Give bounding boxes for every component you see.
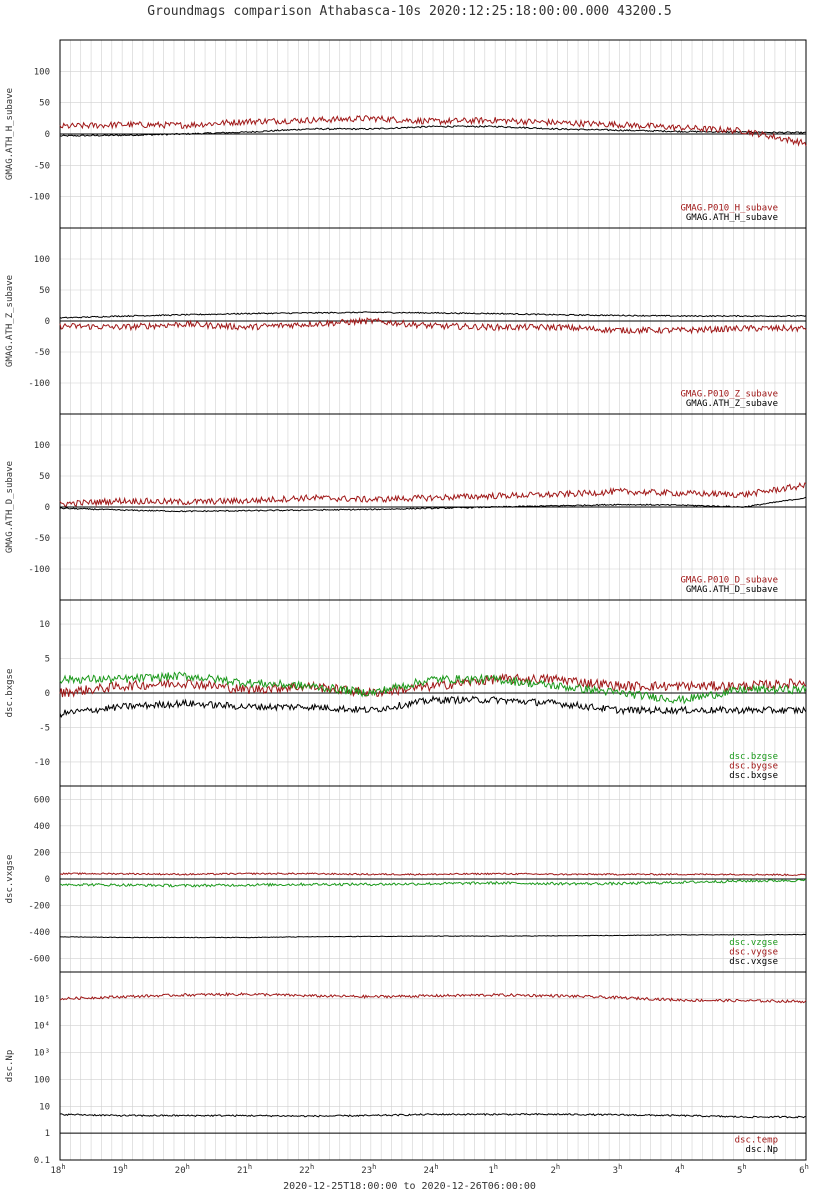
- y-tick-label: -50: [34, 348, 50, 358]
- y-tick-label: 200: [34, 848, 50, 858]
- x-range-label: 2020-12-25T18:00:00 to 2020-12-26T06:00:…: [283, 1181, 536, 1192]
- y-tick-label: 1: [45, 1129, 50, 1139]
- y-tick-label: -400: [28, 928, 50, 938]
- series-line-gmag-ath-z-subave: [59, 311, 807, 319]
- x-tick-label: 23h: [361, 1163, 376, 1176]
- y-tick-label: 400: [34, 822, 50, 832]
- legend-entry: GMAG.ATH_H_subave: [686, 213, 778, 223]
- series-line-dsc-bzgse: [59, 671, 807, 705]
- y-tick-label: -100: [28, 379, 50, 389]
- legend-entry: dsc.bxgse: [729, 771, 778, 781]
- x-tick-label: 5h: [737, 1163, 747, 1176]
- y-tick-label: 10⁵: [34, 995, 50, 1005]
- series-line-gmag-ath-d-subave: [59, 496, 807, 513]
- y-tick-label: -50: [34, 534, 50, 544]
- x-tick-label: 22h: [299, 1163, 314, 1176]
- y-axis-label: dsc.bxgse: [5, 669, 15, 718]
- y-tick-label: 0: [45, 503, 50, 513]
- y-axis-label: GMAG.ATH_H_subave: [5, 88, 15, 180]
- legend-entry: GMAG.ATH_Z_subave: [686, 399, 778, 409]
- legend-entry: dsc.bygse: [729, 762, 778, 772]
- y-tick-label: 10⁴: [34, 1022, 50, 1032]
- x-tick-label: 6h: [799, 1163, 809, 1176]
- series-line-dsc-np: [59, 1112, 806, 1119]
- series-line-dsc-vzgse: [59, 878, 807, 888]
- y-tick-label: 50: [39, 286, 50, 296]
- series-line-dsc-bygse: [59, 672, 807, 698]
- y-tick-label: 100: [34, 441, 50, 451]
- y-tick-label: -200: [28, 902, 50, 912]
- legend-entry: dsc.vzgse: [729, 938, 778, 948]
- x-tick-label: 4h: [675, 1163, 685, 1176]
- series-line-dsc-temp: [59, 991, 807, 1004]
- y-tick-label: 0.1: [34, 1156, 50, 1166]
- legend-entry: dsc.Np: [745, 1145, 778, 1155]
- series-line-gmag-p010-z-subave: [59, 316, 807, 335]
- y-tick-label: 0: [45, 130, 50, 140]
- series-line-gmag-ath-h-subave: [59, 125, 807, 137]
- series-line-gmag-p010-h-subave: [59, 114, 807, 147]
- y-axis-label: GMAG.ATH_Z_subave: [5, 275, 15, 367]
- panel-frame: [59, 971, 807, 1161]
- x-tick-label: 2h: [551, 1163, 561, 1176]
- legend-entry: GMAG.P010_H_subave: [680, 204, 778, 214]
- legend-entry: GMAG.ATH_D_subave: [686, 585, 778, 595]
- y-tick-label: -600: [28, 955, 50, 965]
- x-tick-label: 19h: [113, 1163, 128, 1176]
- y-tick-label: 10: [39, 620, 50, 630]
- y-tick-label: 100: [34, 255, 50, 265]
- y-tick-label: 100: [34, 1075, 50, 1085]
- y-tick-label: 0: [45, 875, 50, 885]
- legend-entry: GMAG.P010_D_subave: [680, 576, 778, 586]
- legend-entry: dsc.bzgse: [729, 752, 778, 762]
- y-tick-label: 50: [39, 472, 50, 482]
- series-line-gmag-p010-d-subave: [59, 482, 807, 507]
- y-tick-label: 50: [39, 99, 50, 109]
- y-tick-label: 0: [45, 689, 50, 699]
- y-tick-label: -100: [28, 565, 50, 575]
- y-tick-label: 600: [34, 795, 50, 805]
- y-axis-label: GMAG.ATH_D_subave: [5, 461, 15, 553]
- x-tick-label: 3h: [613, 1163, 623, 1176]
- x-tick-label: 20h: [175, 1163, 190, 1176]
- legend-entry: dsc.vygse: [729, 948, 778, 958]
- y-tick-label: 10³: [34, 1049, 50, 1059]
- legend-entry: dsc.vxgse: [729, 957, 778, 967]
- y-tick-label: 100: [34, 67, 50, 77]
- y-tick-label: -50: [34, 161, 50, 171]
- chart-title: Groundmags comparison Athabasca-10s 2020…: [147, 4, 672, 19]
- x-tick-label: 21h: [237, 1163, 252, 1176]
- y-tick-label: -5: [39, 723, 50, 733]
- y-tick-label: -100: [28, 193, 50, 203]
- y-tick-label: -10: [34, 758, 50, 768]
- y-axis-label: dsc.Np: [5, 1050, 15, 1083]
- series-line-dsc-vygse: [59, 872, 807, 877]
- x-tick-label: 24h: [423, 1163, 438, 1176]
- series-line-dsc-vxgse: [59, 933, 807, 939]
- legend-entry: GMAG.P010_Z_subave: [680, 390, 778, 400]
- x-tick-label: 1h: [488, 1163, 498, 1176]
- legend-entry: dsc.temp: [735, 1136, 778, 1146]
- y-tick-label: 5: [45, 655, 50, 665]
- x-tick-label: 18h: [50, 1163, 65, 1176]
- y-tick-label: 0: [45, 317, 50, 327]
- y-axis-label: dsc.vxgse: [5, 855, 15, 904]
- series-line-dsc-bxgse: [59, 694, 807, 718]
- y-tick-label: 10: [39, 1102, 50, 1112]
